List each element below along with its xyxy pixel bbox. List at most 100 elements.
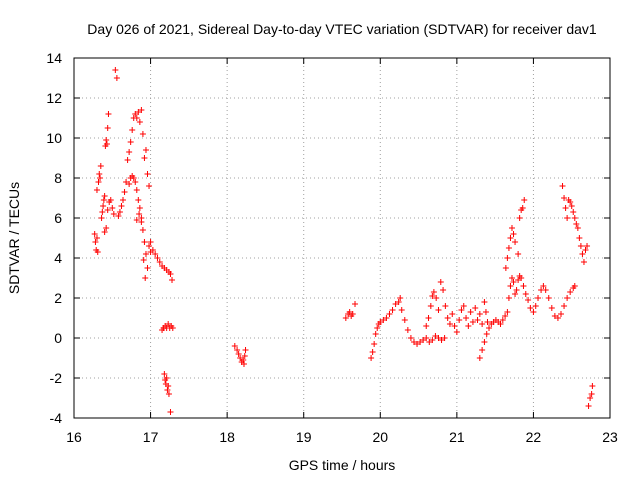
data-point [380,317,387,323]
axis-ticks [73,57,611,419]
data-point [502,265,509,271]
data-point [404,327,411,333]
data-point [460,303,467,309]
data-point [235,351,242,357]
data-point [352,301,359,307]
data-point [507,283,514,289]
data-point [438,337,445,343]
data-point [142,147,149,153]
data-point [161,371,168,377]
data-points [91,67,596,415]
data-point [135,197,142,203]
y-tick-label: 2 [54,290,62,306]
data-point [398,307,405,313]
data-point [124,157,131,163]
data-point [397,295,404,301]
data-point [240,357,247,363]
data-point [368,355,375,361]
data-point [101,193,108,199]
data-point [512,291,519,297]
data-point [103,137,110,143]
data-point [377,319,384,325]
data-point [127,139,134,145]
data-point [104,125,111,131]
data-point [167,271,174,277]
x-tick-label: 19 [296,429,312,445]
data-point [521,197,528,203]
data-point [97,175,104,181]
data-point [551,313,558,319]
data-point [169,325,176,331]
data-point [135,109,142,115]
data-point [126,149,133,155]
data-point [481,339,488,345]
data-point [95,179,102,185]
data-point [540,283,547,289]
data-point [571,283,578,289]
data-point [240,361,247,367]
data-point [420,337,427,343]
data-point [395,299,402,305]
y-tick-label: 4 [54,250,62,266]
data-point [423,335,430,341]
data-point [91,231,98,237]
data-point [342,315,349,321]
x-tick-label: 16 [66,429,82,445]
data-point [567,199,574,205]
x-tick-label: 22 [526,429,542,445]
data-point [136,211,143,217]
y-tick-label: 6 [54,210,62,226]
data-point [504,309,511,315]
data-point [136,205,143,211]
y-tick-label: 0 [54,330,62,346]
data-point [120,197,127,203]
data-point [96,171,103,177]
data-point [154,255,161,261]
data-point [561,303,568,309]
x-tick-label: 20 [372,429,388,445]
data-point [465,323,472,329]
data-point [92,239,99,245]
data-point [451,323,458,329]
data-point [481,299,488,305]
data-point [440,287,447,293]
grid [74,58,610,418]
data-point [94,249,101,255]
data-point [349,311,356,317]
data-point [426,339,433,345]
data-point [497,321,504,327]
data-point [110,211,117,217]
data-point [564,215,571,221]
data-point [113,75,120,81]
data-point [100,197,107,203]
data-point [144,171,151,177]
data-point [504,255,511,261]
data-point [516,215,523,221]
data-point [467,309,474,315]
data-point [557,311,564,317]
data-point [427,303,434,309]
data-point [571,215,578,221]
data-point [139,227,146,233]
data-point [116,209,123,215]
data-point [141,155,148,161]
data-point [444,315,451,321]
data-point [93,187,100,193]
data-point [242,347,249,353]
data-point [484,319,491,325]
data-point [453,329,460,335]
data-point [118,203,125,209]
data-point [579,251,586,257]
data-point [435,335,442,341]
data-point [126,181,133,187]
data-point [512,239,519,245]
y-tick-label: 8 [54,170,62,186]
data-point [588,391,595,397]
data-point [587,395,594,401]
data-point [499,317,506,323]
data-point [165,391,172,397]
data-point [505,295,512,301]
data-point [407,335,414,341]
x-tick-label: 23 [602,429,618,445]
